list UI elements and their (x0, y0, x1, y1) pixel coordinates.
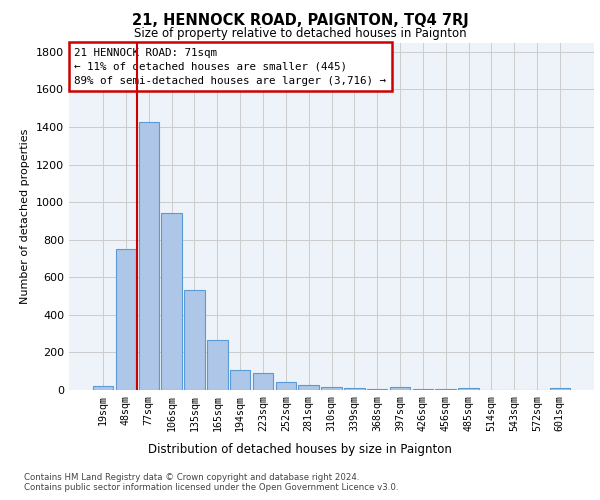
Text: 21, HENNOCK ROAD, PAIGNTON, TQ4 7RJ: 21, HENNOCK ROAD, PAIGNTON, TQ4 7RJ (131, 12, 469, 28)
Bar (184, 290, 205, 390)
Bar (321, 387, 342, 390)
Bar (139, 122, 159, 390)
Text: 21 HENNOCK ROAD: 71sqm
← 11% of detached houses are smaller (445)
89% of semi-de: 21 HENNOCK ROAD: 71sqm ← 11% of detached… (74, 48, 386, 86)
Bar (230, 370, 250, 390)
Text: Size of property relative to detached houses in Paignton: Size of property relative to detached ho… (134, 28, 466, 40)
Bar (161, 214, 182, 390)
Text: Contains HM Land Registry data © Crown copyright and database right 2024.: Contains HM Land Registry data © Crown c… (24, 472, 359, 482)
Text: Contains public sector information licensed under the Open Government Licence v3: Contains public sector information licen… (24, 484, 398, 492)
Bar (344, 388, 365, 390)
Bar (458, 388, 479, 390)
Bar (367, 389, 388, 390)
Bar (207, 340, 227, 390)
Bar (550, 388, 570, 390)
Bar (298, 384, 319, 390)
Bar (253, 372, 273, 390)
Bar (275, 382, 296, 390)
Text: Distribution of detached houses by size in Paignton: Distribution of detached houses by size … (148, 442, 452, 456)
Y-axis label: Number of detached properties: Number of detached properties (20, 128, 31, 304)
Bar (390, 388, 410, 390)
Bar (116, 250, 136, 390)
Bar (93, 386, 113, 390)
